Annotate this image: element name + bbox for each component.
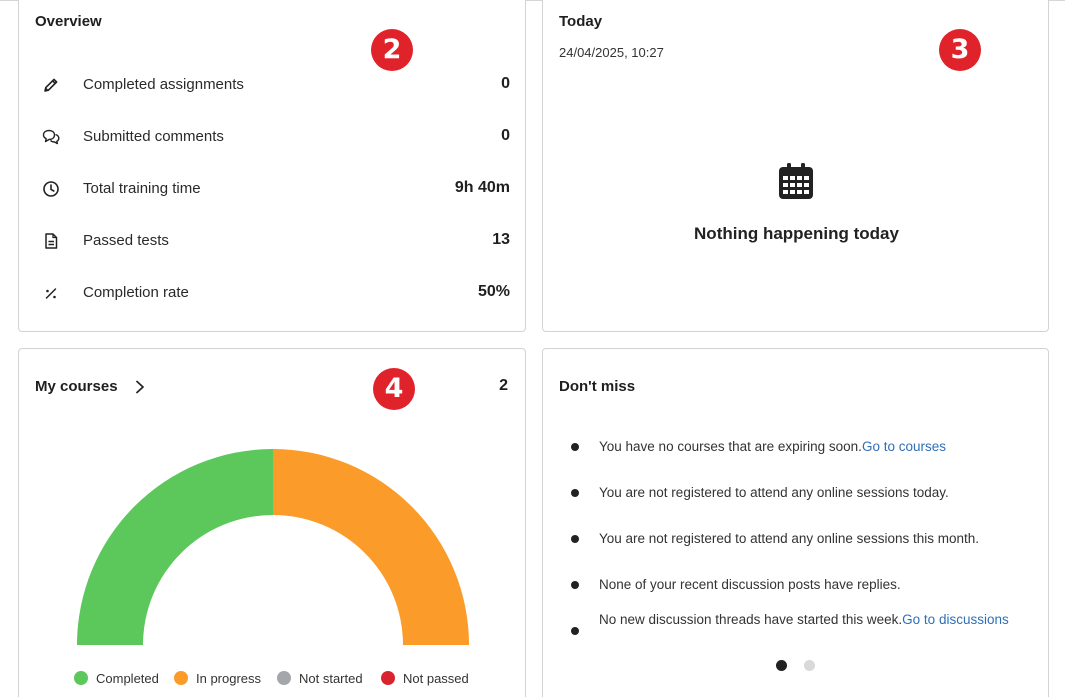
stat-value: 9h 40m bbox=[454, 179, 510, 196]
stat-label: Total training time bbox=[83, 180, 201, 197]
stat-value: 0 bbox=[501, 127, 510, 144]
legend-label: Not started bbox=[299, 671, 363, 686]
today-title: Today bbox=[559, 13, 603, 30]
dont-miss-title: Don't miss bbox=[559, 378, 636, 395]
courses-count: 2 bbox=[499, 377, 508, 394]
bullet bbox=[571, 627, 579, 635]
comments-icon bbox=[42, 129, 60, 145]
stat-label: Completion rate bbox=[83, 284, 189, 301]
legend-label: Completed bbox=[96, 671, 159, 686]
document-icon bbox=[45, 233, 58, 249]
stat-label: Submitted comments bbox=[83, 128, 224, 145]
gauge-segment-completed[interactable] bbox=[77, 449, 273, 645]
today-card: Today 24/04/2025, 10:27 3 Nothing happen… bbox=[542, 0, 1049, 332]
legend-dot bbox=[174, 671, 188, 685]
stat-completion-rate: Completion rate 50% bbox=[19, 277, 527, 307]
list-item-text: None of your recent discussion posts hav… bbox=[599, 577, 901, 592]
my-courses-title: My courses bbox=[35, 378, 118, 395]
bullet bbox=[571, 581, 579, 589]
legend-label: Not passed bbox=[403, 671, 469, 686]
stat-value: 13 bbox=[492, 231, 510, 248]
pencil-icon bbox=[44, 78, 58, 92]
step-badge-3: 3 bbox=[939, 29, 981, 71]
step-badge-2: 2 bbox=[371, 29, 413, 71]
stat-label: Completed assignments bbox=[83, 76, 244, 93]
stat-completed-assignments: Completed assignments 0 bbox=[19, 69, 527, 99]
stat-passed-tests: Passed tests 13 bbox=[19, 225, 527, 255]
list-item-text: You are not registered to attend any onl… bbox=[599, 531, 979, 546]
percent-icon bbox=[45, 288, 57, 299]
carousel-dot-2[interactable] bbox=[804, 660, 815, 671]
chevron-right-icon bbox=[136, 380, 144, 394]
overview-card: Overview 2 Completed assignments 0 Submi… bbox=[18, 0, 526, 332]
legend-dot bbox=[74, 671, 88, 685]
overview-title: Overview bbox=[35, 13, 102, 30]
carousel-dot-1[interactable] bbox=[776, 660, 787, 671]
legend-dot bbox=[381, 671, 395, 685]
bullet bbox=[571, 489, 579, 497]
stat-value: 0 bbox=[501, 75, 510, 92]
bullet bbox=[571, 535, 579, 543]
top-divider bbox=[0, 0, 1065, 1]
dont-miss-card: Don't miss You have no courses that are … bbox=[542, 348, 1049, 697]
my-courses-card: My courses 4 2 Completed In progress Not… bbox=[18, 348, 526, 697]
stat-total-training-time: Total training time 9h 40m bbox=[19, 173, 527, 203]
legend-dot bbox=[277, 671, 291, 685]
go-to-discussions-link[interactable]: Go to discussions bbox=[902, 612, 1009, 627]
stat-value: 50% bbox=[477, 283, 510, 300]
go-to-courses-link[interactable]: Go to courses bbox=[861, 439, 946, 454]
legend-label: In progress bbox=[196, 671, 262, 686]
courses-gauge-chart bbox=[77, 449, 469, 645]
step-badge-4: 4 bbox=[373, 368, 415, 410]
list-item-text: You are not registered to attend any onl… bbox=[599, 485, 949, 500]
my-courses-link[interactable]: My courses bbox=[35, 378, 144, 398]
today-datetime: 24/04/2025, 10:27 bbox=[559, 45, 664, 60]
empty-state-message: Nothing happening today bbox=[694, 224, 899, 243]
clock-icon bbox=[43, 181, 59, 197]
list-item-text: No new discussion threads have started t… bbox=[599, 612, 1009, 627]
stat-submitted-comments: Submitted comments 0 bbox=[19, 121, 527, 151]
list-item-text: You have no courses that are expiring so… bbox=[599, 439, 946, 454]
calendar-icon bbox=[779, 163, 813, 199]
bullet bbox=[571, 443, 579, 451]
gauge-segment-in-progress[interactable] bbox=[273, 449, 469, 645]
stat-label: Passed tests bbox=[83, 232, 169, 249]
